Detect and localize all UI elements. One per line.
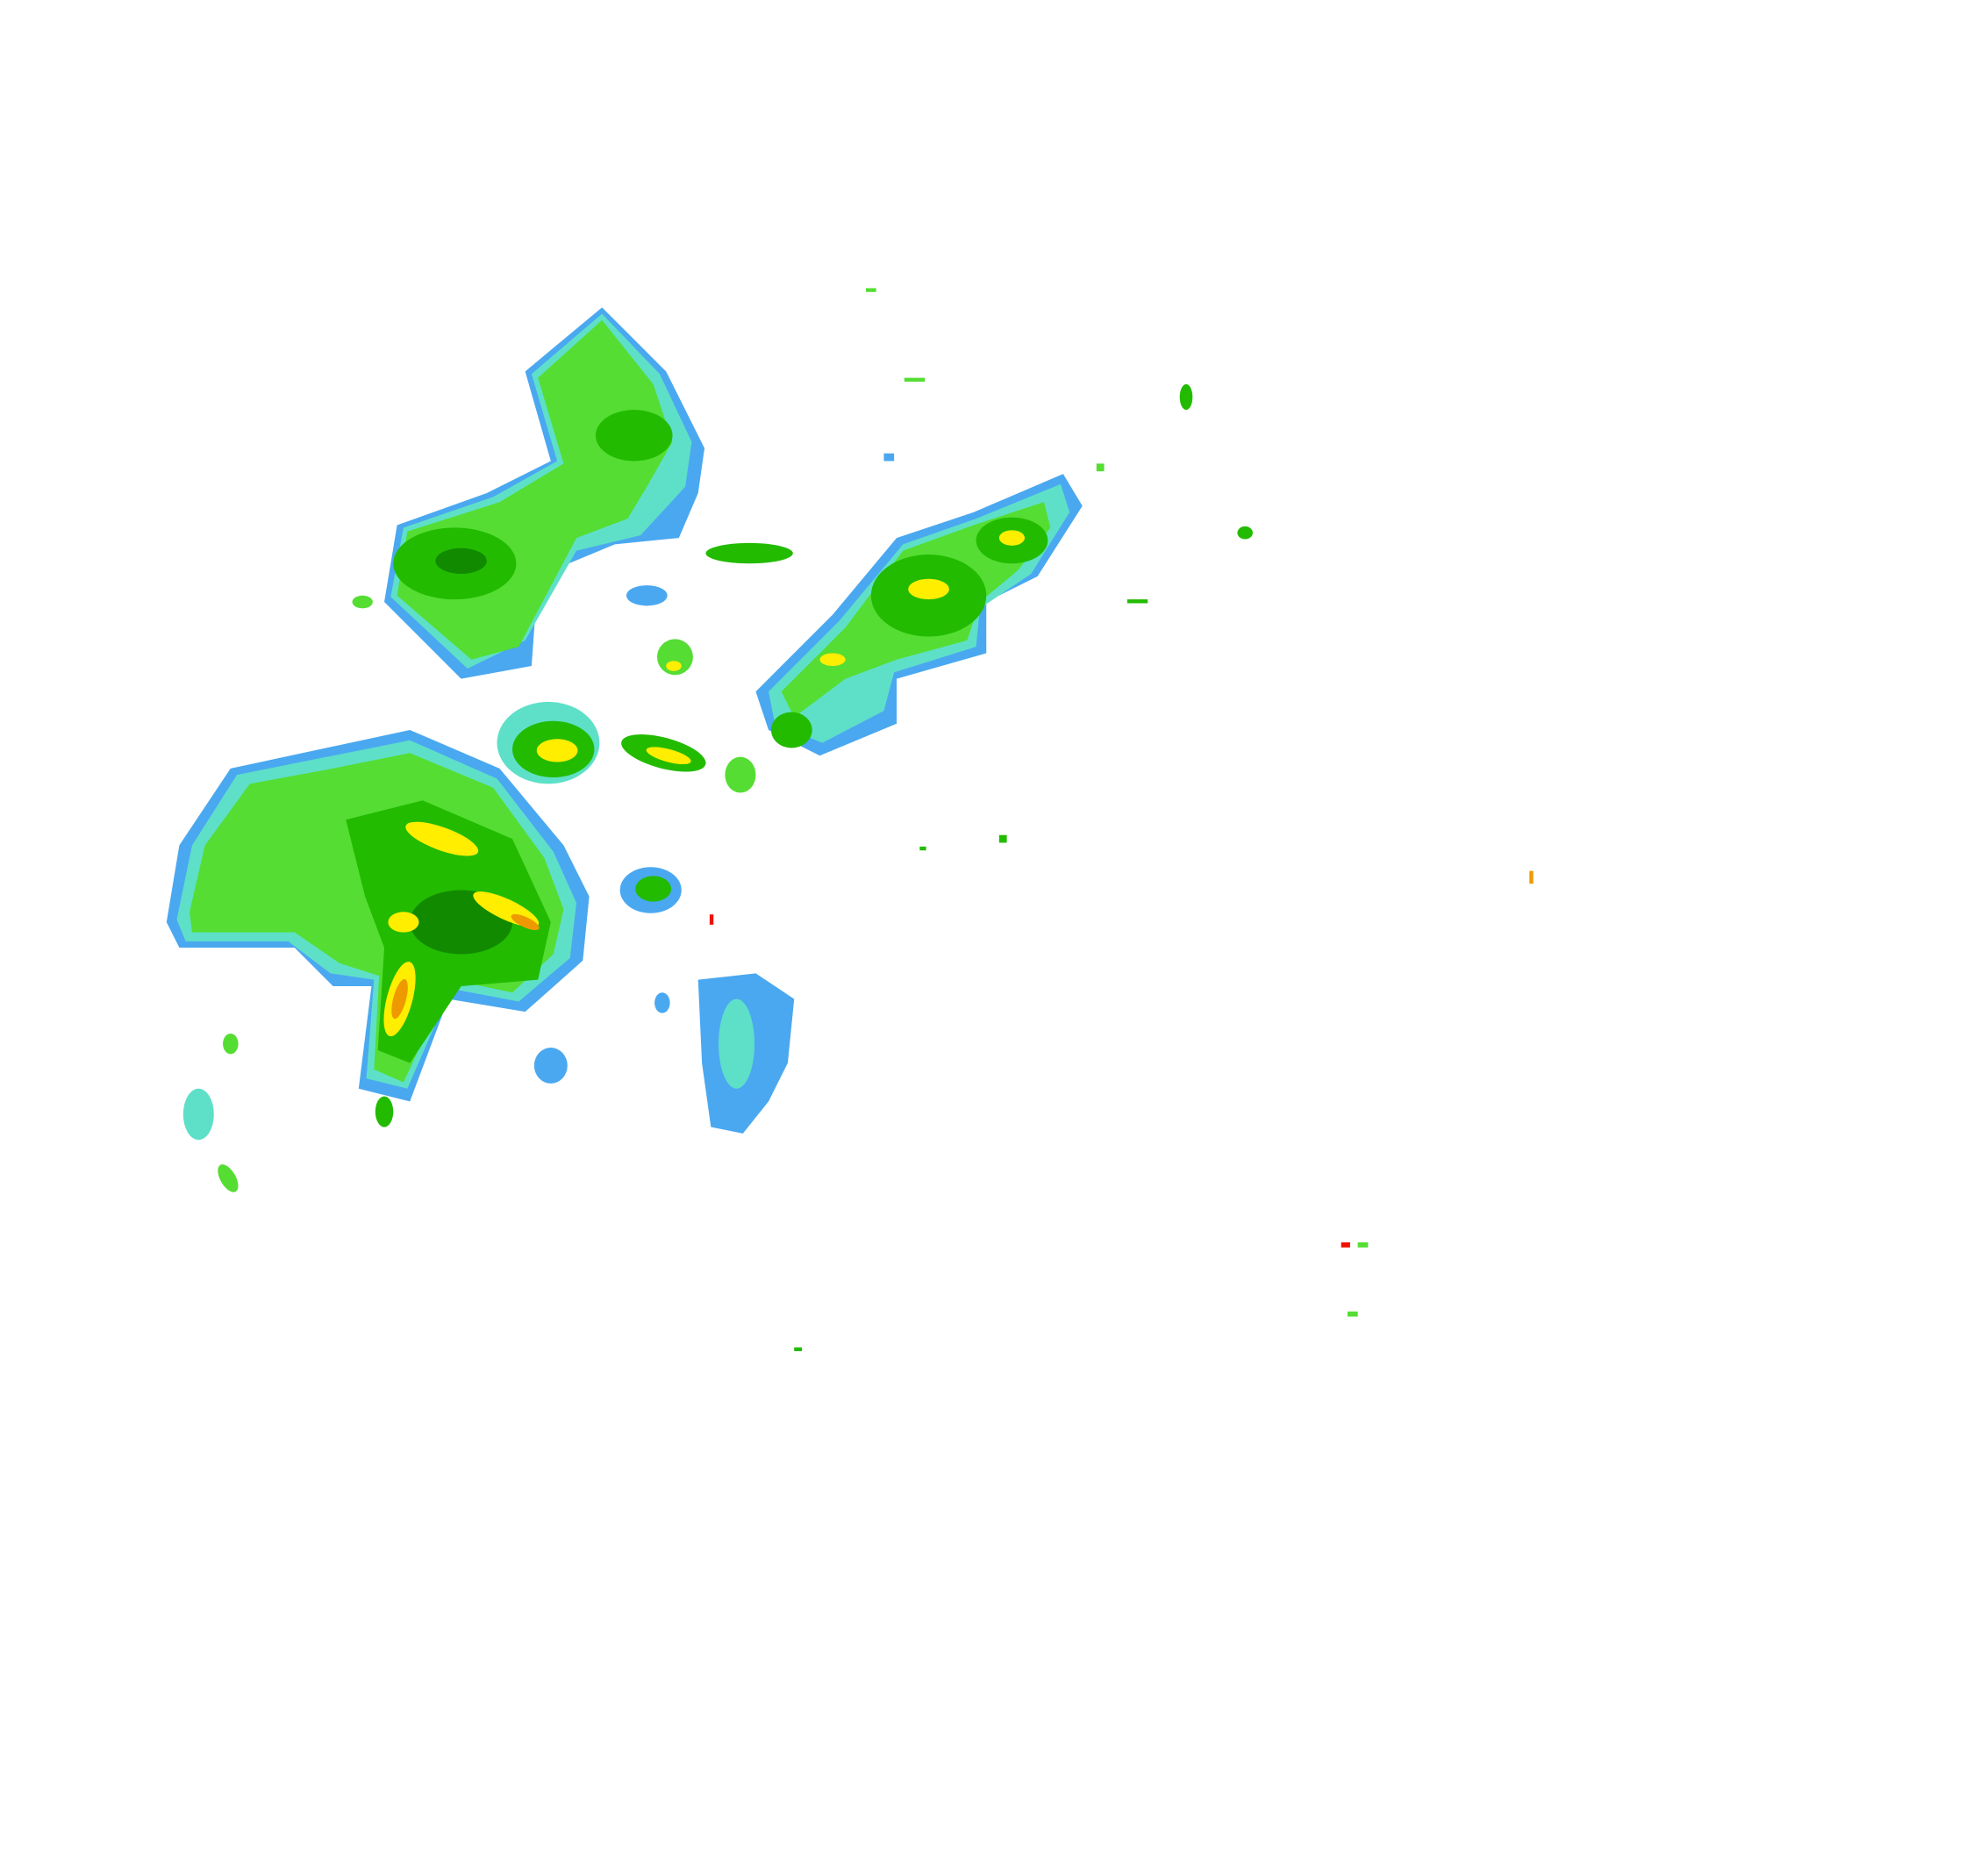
echo-orange [391, 978, 408, 1020]
echo-light-green [223, 1033, 239, 1055]
echo-yellow [908, 578, 949, 600]
echo-light-green [1096, 463, 1105, 472]
echo-yellow [666, 661, 682, 671]
echo-green [919, 846, 926, 851]
echo-yellow [646, 747, 691, 765]
storm-cluster-northeast [755, 383, 1253, 756]
echo-green [1179, 383, 1193, 411]
echo-green [1237, 526, 1253, 540]
echo-yellow [388, 912, 419, 933]
stratiform-region-south [697, 973, 795, 1134]
echo-light-green [904, 377, 926, 382]
echo-light-blue [883, 453, 895, 462]
echo-green [1126, 599, 1148, 604]
echo-green [794, 1347, 802, 1351]
echo-cyan [719, 998, 754, 1089]
echo-red [709, 914, 714, 925]
echo-green [375, 1096, 394, 1127]
echo-light-green [865, 288, 876, 292]
echo-light-green [1357, 1242, 1369, 1248]
echo-light-green [218, 1164, 239, 1192]
echo-light-blue [533, 1048, 568, 1084]
echo-green [770, 712, 812, 748]
echo-light-green [352, 595, 373, 609]
echo-light-green [1347, 1311, 1358, 1317]
echo-yellow [819, 653, 846, 667]
echo-green [705, 542, 793, 564]
echo-green [998, 834, 1007, 843]
echo-yellow [405, 821, 479, 856]
echo-light-blue [654, 992, 670, 1013]
echo-cyan [182, 1088, 214, 1141]
echo-light-green [725, 756, 756, 793]
echo-green [635, 876, 672, 902]
echo-yellow [536, 739, 578, 762]
storm-cluster-southwest [166, 730, 682, 1192]
storm-cluster-northwest [352, 307, 705, 679]
echo-yellow [998, 530, 1026, 546]
echo-dark-green [435, 547, 487, 574]
echo-red [1341, 1242, 1350, 1248]
echo-orange [511, 913, 540, 931]
storm-line-central [497, 542, 793, 793]
echo-orange [1529, 870, 1534, 884]
scattered-echoes [709, 288, 1534, 1351]
echo-light-blue [626, 585, 668, 606]
echo-green [595, 410, 673, 462]
